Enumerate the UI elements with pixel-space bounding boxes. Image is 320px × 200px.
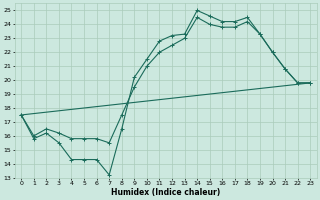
X-axis label: Humidex (Indice chaleur): Humidex (Indice chaleur)	[111, 188, 220, 197]
